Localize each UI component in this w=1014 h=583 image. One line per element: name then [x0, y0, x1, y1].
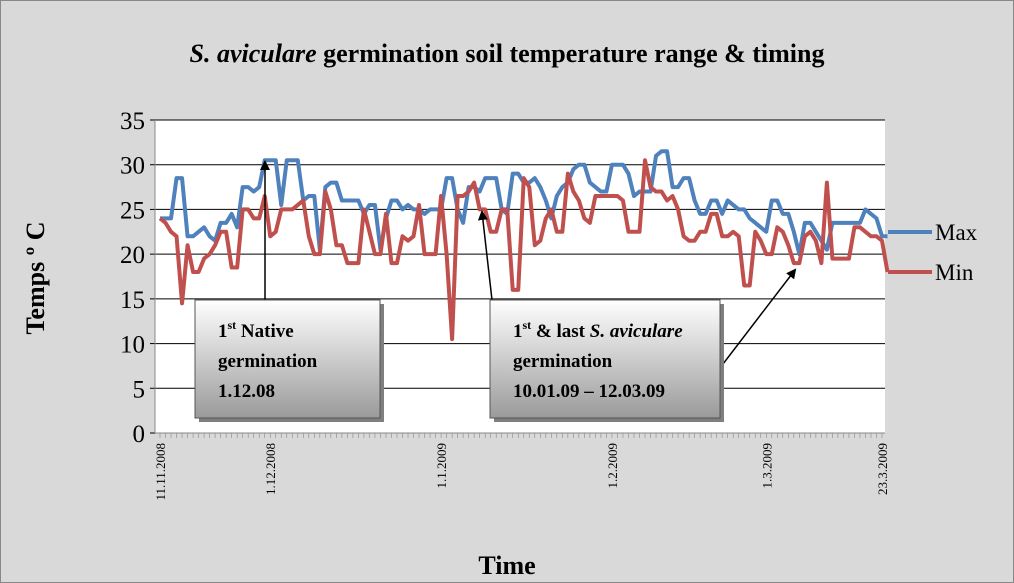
- arrow: [477, 210, 493, 301]
- annotation: 1st Native germination 1.12.08: [194, 160, 384, 422]
- text-part: 1: [513, 321, 523, 342]
- annotation-text: germination: [218, 351, 318, 372]
- text-part: st: [228, 318, 237, 332]
- annotation-text: 1.12.08: [218, 381, 275, 402]
- y-tick-label: 0: [133, 421, 146, 448]
- y-tick-label: 5: [133, 376, 146, 403]
- x-axis-label: Time: [478, 551, 535, 580]
- x-tick-label: 1.3.2009: [759, 443, 774, 489]
- annotation-text: 1st Native: [218, 318, 294, 342]
- x-tick-label: 1.2.2009: [605, 443, 620, 489]
- y-tick-label: 25: [120, 197, 145, 224]
- text-part: st: [523, 318, 532, 332]
- y-tick-label: 30: [120, 153, 145, 180]
- annotation-box: [489, 299, 721, 419]
- annotation-box: [194, 299, 381, 419]
- title-part: germination soil temperature range & tim…: [317, 39, 825, 68]
- text-part: 1: [218, 321, 228, 342]
- annotation-text: 1st & last S. aviculare: [513, 318, 683, 342]
- annotation: 1st & last S. aviculare germination 10.0…: [477, 210, 797, 422]
- title-part: S. aviculare: [190, 39, 317, 68]
- lines: Max Min: [158, 149, 978, 342]
- data-line: [158, 158, 890, 342]
- text-part: & last: [531, 321, 590, 342]
- y-tick-label: 20: [120, 242, 145, 269]
- annotation-text: germination: [513, 351, 613, 372]
- x-tick-label: 1.1.2009: [434, 443, 449, 489]
- y-tick-label: 35: [120, 108, 145, 135]
- annotation-text: 10.01.09 – 12.03.09: [513, 381, 665, 402]
- y-tick-label: 15: [120, 287, 145, 314]
- x-tick-label: 23.3.2009: [875, 443, 890, 495]
- x-tick-label: 1.12.2008: [263, 443, 278, 495]
- y-tick-label: 10: [120, 332, 145, 359]
- chart-title: S. aviculare germination soil temperatur…: [190, 39, 825, 68]
- text-part: S. aviculare: [590, 321, 683, 342]
- y-axis-label: Temps º C: [21, 221, 50, 334]
- legend-label: Min: [935, 260, 974, 285]
- text-part: Native: [236, 321, 294, 342]
- x-tick-label: 11.11.2008: [153, 443, 168, 501]
- legend-label: Max: [935, 220, 978, 245]
